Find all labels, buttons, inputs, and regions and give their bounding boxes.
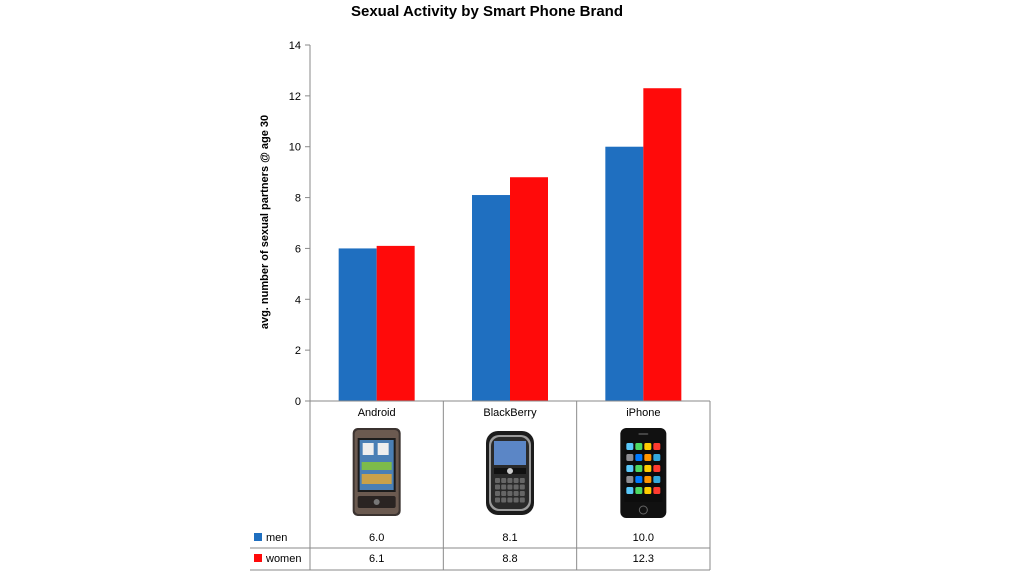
y-tick-label: 8 (295, 193, 301, 205)
y-tick-label: 0 (295, 396, 301, 408)
bar-women-android (376, 245, 415, 401)
x-tick-label: iPhone (626, 407, 660, 419)
bar-men-blackberry (472, 195, 510, 401)
y-tick-label: 10 (289, 142, 301, 154)
iphone-icon (620, 428, 667, 518)
legend-label: men (266, 532, 287, 544)
x-tick-label: Android (358, 407, 396, 419)
y-axis-label: avg. number of sexual partners @ age 30 (259, 115, 271, 329)
y-tick-label: 14 (289, 40, 301, 52)
data-table-value: 6.0 (369, 532, 384, 544)
data-table-value: 8.8 (502, 553, 517, 565)
data-table-value: 8.1 (502, 532, 517, 544)
y-tick-label: 4 (295, 294, 301, 306)
phone-images (352, 428, 667, 518)
bar-women-blackberry (510, 177, 548, 401)
bars-group (310, 88, 710, 402)
data-table: Android BlackBerry iPhone men 6.0 8.1 10.0 wome… (250, 401, 711, 571)
data-table-value: 12.3 (633, 553, 654, 565)
legend-label: women (265, 553, 301, 565)
y-tick-label: 12 (289, 91, 301, 103)
chart-title: Sexual Activity by Smart Phone Brand (351, 3, 623, 20)
legend-key-men (254, 533, 262, 541)
y-tick-label: 2 (295, 345, 301, 357)
data-table-value: 10.0 (633, 532, 654, 544)
x-tick-label: BlackBerry (483, 407, 537, 419)
legend-key-women (254, 554, 262, 562)
data-table-value: 6.1 (369, 553, 384, 565)
y-axis: 0 2 4 6 8 10 12 14 (289, 40, 311, 408)
blackberry-phone-icon (486, 431, 534, 515)
y-tick-label: 6 (295, 243, 301, 255)
bar-men-iphone (605, 146, 644, 401)
bar-men-android (338, 248, 377, 401)
bar-women-iphone (643, 88, 682, 401)
android-phone-icon (352, 428, 401, 516)
